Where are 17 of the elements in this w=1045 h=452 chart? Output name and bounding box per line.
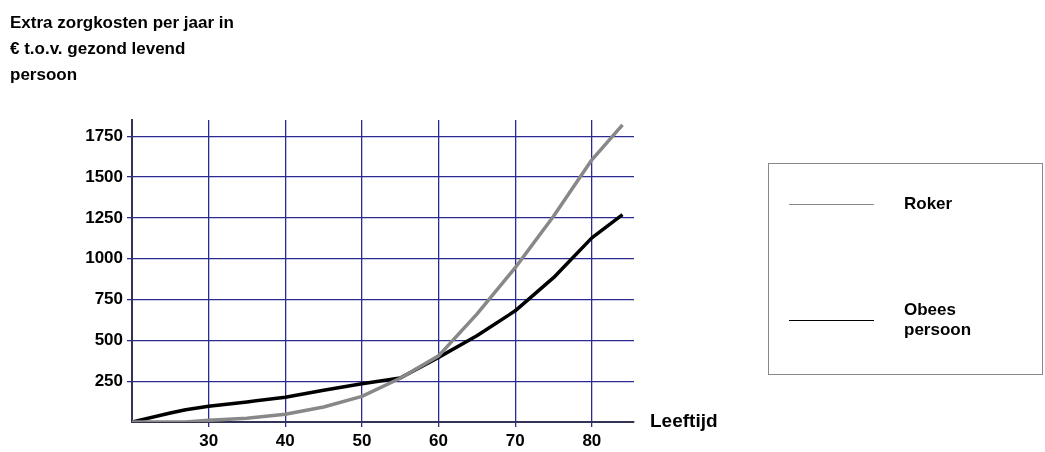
y-tick-label: 1500 <box>85 166 123 186</box>
x-tick-label: 50 <box>352 430 372 450</box>
x-tick-label: 70 <box>505 430 525 450</box>
x-tick-label: 30 <box>199 430 219 450</box>
y-tick-label: 500 <box>94 330 123 350</box>
legend-label: Obees persoon <box>904 300 973 340</box>
y-tick-label: 1000 <box>85 248 123 268</box>
x-tick-label: 40 <box>275 430 295 450</box>
y-tick-label: 1750 <box>85 126 123 146</box>
x-tick-label: 80 <box>582 430 602 450</box>
y-tick-label: 1250 <box>85 207 123 227</box>
y-tick-label: 750 <box>94 289 123 309</box>
y-axis-title: Extra zorgkosten per jaar in € t.o.v. gezond levend persoon <box>10 12 235 86</box>
y-tick-label: 250 <box>94 370 123 390</box>
legend-label: Roker <box>904 194 954 214</box>
x-axis-title: Leeftijd <box>650 410 718 432</box>
x-tick-label: 60 <box>429 430 449 450</box>
